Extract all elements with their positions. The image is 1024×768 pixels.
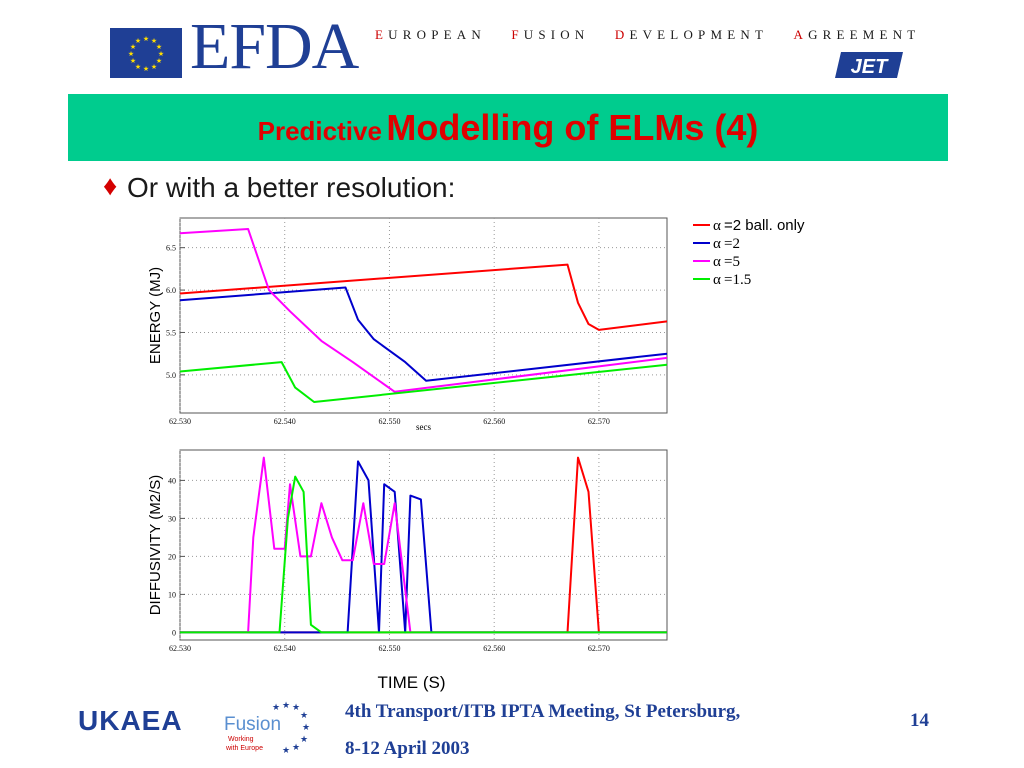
series-line xyxy=(179,228,668,393)
chart-energy: 62.530 62.540 62.550 62.560 62.570 5.0 5.5 6.0 6… xyxy=(147,217,805,432)
meeting-line-2: 8-12 April 2003 xyxy=(345,738,470,759)
organization-name: EUROPEAN FUSION DEVELOPMENT AGREEMENT xyxy=(375,27,921,42)
legend-label: =1.5 xyxy=(724,272,751,288)
jet-logo-text: JET xyxy=(851,56,889,78)
svg-text:★: ★ xyxy=(143,65,149,73)
y-axis-label: ENERGY (MJ) xyxy=(147,267,164,364)
svg-text:★: ★ xyxy=(156,57,162,65)
x-axis-label: TIME (S) xyxy=(378,673,446,692)
y-tick-label: 6.0 xyxy=(166,286,176,295)
svg-text:★: ★ xyxy=(128,50,134,58)
svg-text:★: ★ xyxy=(292,743,300,753)
svg-text:★: ★ xyxy=(300,735,308,745)
y-tick-label: 5.0 xyxy=(166,371,176,380)
legend-label: =2 ball. only xyxy=(724,217,805,234)
svg-text:★: ★ xyxy=(282,701,290,711)
svg-text:★: ★ xyxy=(302,723,310,733)
y-tick-label: 5.5 xyxy=(166,328,176,337)
bullet-diamond-icon: ♦ xyxy=(103,170,118,201)
series-line xyxy=(180,456,667,634)
svg-text:★: ★ xyxy=(135,37,141,45)
fusion-logo-working: Working xyxy=(228,736,254,743)
svg-text:★: ★ xyxy=(151,63,157,71)
svg-text:★: ★ xyxy=(151,37,157,45)
svg-text:★: ★ xyxy=(135,63,141,71)
svg-text:★: ★ xyxy=(282,746,290,756)
slide-title: Predictive Modelling of ELMs (4) xyxy=(257,107,759,148)
legend-alpha-symbol: α xyxy=(713,218,721,234)
elm-modelling-charts: 62.530 62.540 62.550 62.560 62.570 5.0 5.5 6.0 6… xyxy=(147,217,805,692)
svg-text:★: ★ xyxy=(292,703,300,713)
plot-frame xyxy=(179,449,668,641)
fusion-logo-text: Fusion xyxy=(224,714,281,735)
x-tick-label: 62.530 xyxy=(169,644,191,653)
fusion-logo-europe: with Europe xyxy=(225,745,263,752)
x-tick-label: 62.550 xyxy=(378,644,400,653)
legend-alpha-symbol: α xyxy=(713,254,721,270)
svg-text:★: ★ xyxy=(158,50,164,58)
x-tick-label: 62.570 xyxy=(588,417,610,426)
x-tick-label: 62.560 xyxy=(483,644,505,653)
legend-label: =2 xyxy=(724,236,740,252)
series-line xyxy=(179,286,668,382)
legend-alpha-symbol: α xyxy=(713,272,721,288)
x-tick-label: 62.570 xyxy=(588,644,610,653)
y-tick-label: 6.5 xyxy=(166,244,176,253)
series-line xyxy=(179,263,668,331)
x-axis-label: secs xyxy=(416,422,431,432)
efda-logo: EFDA xyxy=(190,10,359,83)
y-tick-label: 30 xyxy=(168,514,176,523)
legend-alpha-symbol: α xyxy=(713,236,721,252)
legend-label: =5 xyxy=(724,254,740,270)
series-line xyxy=(180,475,667,634)
jet-logo: JET xyxy=(835,50,905,80)
svg-text:★: ★ xyxy=(272,703,280,713)
x-tick-label: 62.560 xyxy=(483,417,505,426)
svg-text:★: ★ xyxy=(300,711,308,721)
svg-text:★: ★ xyxy=(156,43,162,51)
y-tick-label: 40 xyxy=(168,476,176,485)
svg-text:★: ★ xyxy=(130,57,136,65)
x-tick-label: 62.550 xyxy=(378,417,400,426)
series-line xyxy=(179,361,668,403)
fusion-working-with-europe-logo: ★ ★ ★ ★ ★ ★ ★ ★ Fusion Working with Europe xyxy=(220,700,330,756)
y-tick-label: 20 xyxy=(168,552,176,561)
chart-diffusivity: 62.530 62.540 62.550 62.560 62.570 0 10 20 30 40 D… xyxy=(147,449,668,692)
ukaea-logo: UKAEA xyxy=(78,705,183,736)
svg-text:★: ★ xyxy=(143,35,149,43)
y-axis-label: DIFFUSIVITY (M2/S) xyxy=(147,475,164,616)
x-tick-label: 62.540 xyxy=(274,417,296,426)
meeting-line-1: 4th Transport/ITB IPTA Meeting, St Peter… xyxy=(345,701,741,722)
x-tick-label: 62.540 xyxy=(274,644,296,653)
plot-frame xyxy=(179,217,668,414)
svg-text:★: ★ xyxy=(130,43,136,51)
y-tick-label: 10 xyxy=(168,590,176,599)
y-tick-label: 0 xyxy=(172,628,176,637)
bullet-text: Or with a better resolution: xyxy=(127,172,456,203)
eu-flag-icon: ★ ★ ★ ★ ★ ★ ★ ★ ★ ★ ★ ★ xyxy=(110,28,182,78)
title-bar xyxy=(68,94,948,161)
x-tick-label: 62.530 xyxy=(169,417,191,426)
page-number: 14 xyxy=(910,710,929,731)
